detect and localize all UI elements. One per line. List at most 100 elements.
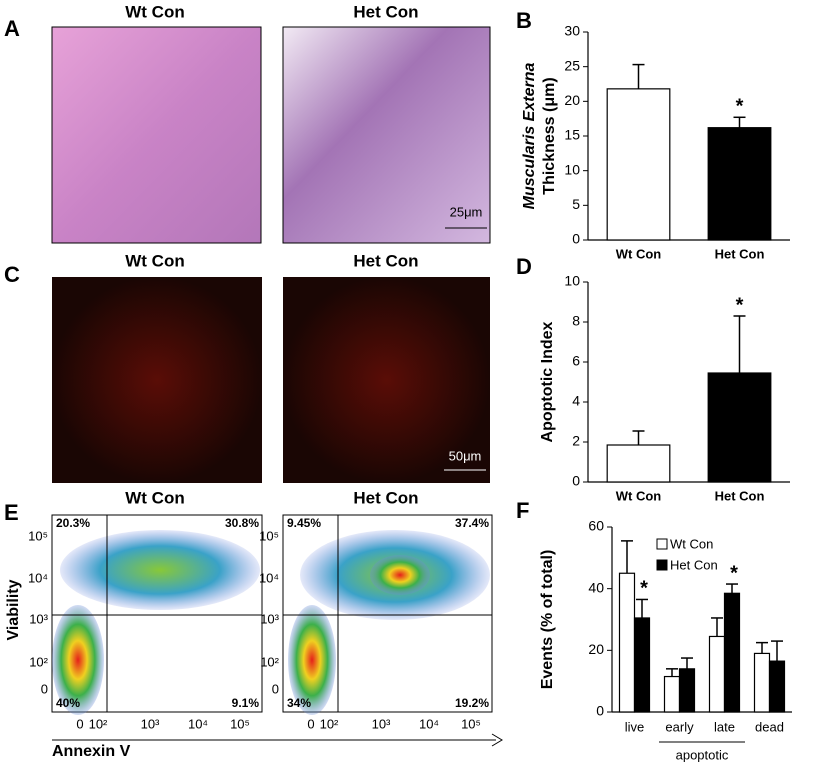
fluorescence-image	[52, 277, 262, 483]
quadrant-label: 9.1%	[232, 696, 260, 710]
y-axis-label: Apoptotic Index	[539, 321, 556, 442]
y-axis-label: Viability	[5, 579, 22, 640]
y-tick-label: 10²	[260, 654, 279, 669]
x-axis-label: Annexin V	[52, 743, 131, 760]
histology-image	[51, 26, 262, 244]
x-tick-label: Wt Con	[616, 488, 662, 503]
y-tick-label: 10	[564, 273, 580, 289]
x-tick-label: Wt Con	[616, 246, 662, 261]
histology-image	[282, 26, 491, 244]
y-tick-label: 6	[572, 353, 580, 369]
y-tick-label: 25	[564, 57, 580, 73]
y-axis-label: Events (% of total)	[539, 550, 556, 690]
x-tick-label: dead	[755, 719, 784, 734]
y-tick-label: 10⁵	[259, 528, 279, 543]
y-tick-label: 15	[564, 127, 580, 143]
bar	[753, 652, 771, 713]
y-tick-label: 30	[564, 23, 580, 39]
x-tick-label: 10⁴	[188, 716, 208, 731]
y-tick-label: 2	[572, 433, 580, 449]
x-tick-label: Het Con	[715, 488, 765, 503]
panel-letter: B	[516, 8, 532, 33]
y-tick-label: 0	[572, 473, 580, 489]
bar	[678, 668, 696, 713]
panel-letter: F	[516, 498, 529, 523]
y-tick-label: 40	[588, 579, 604, 595]
y-tick-label: 10³	[260, 611, 279, 626]
x-tick-label: Het Con	[715, 246, 765, 261]
bar	[723, 592, 741, 713]
bar	[707, 372, 772, 483]
quadrant-label: 34%	[287, 696, 311, 710]
scale-bar-label: 50μm	[449, 448, 482, 463]
y-tick-label: 60	[588, 518, 604, 534]
y-tick-label: 5	[572, 196, 580, 212]
bar	[606, 88, 671, 241]
y-tick-label: 4	[572, 393, 580, 409]
panel-title: Wt Con	[125, 488, 184, 507]
quadrant-label: 40%	[56, 696, 80, 710]
significance: *	[640, 578, 648, 600]
y-tick-label: 10³	[29, 611, 48, 626]
bar	[663, 675, 681, 713]
x-tick-label: 10⁴	[419, 716, 439, 731]
x-tick-label: live	[625, 719, 645, 734]
x-tick-label: 10⁵	[461, 716, 481, 731]
x-tick-label: 10²	[89, 716, 108, 731]
legend-swatch	[656, 559, 668, 571]
y-tick-label: 0	[596, 703, 604, 719]
x-tick-label: 0	[307, 716, 314, 731]
panel-title: Het Con	[353, 2, 418, 21]
quadrant-label: 37.4%	[455, 516, 489, 530]
x-tick-label: 10³	[141, 716, 160, 731]
legend-swatch	[656, 538, 668, 550]
significance: *	[730, 562, 738, 584]
quadrant-label: 9.45%	[287, 516, 321, 530]
group-label: apoptotic	[676, 747, 729, 762]
x-tick-label: 0	[76, 716, 83, 731]
panel-title: Wt Con	[125, 2, 184, 21]
y-tick-label: 10⁵	[28, 528, 48, 543]
panel-title: Het Con	[353, 488, 418, 507]
y-axis-label: Thickness (μm)	[541, 77, 558, 194]
arrow-head	[491, 733, 503, 747]
y-axis-label: Muscularis Externa	[521, 63, 538, 210]
quadrant-label: 20.3%	[56, 516, 90, 530]
y-tick-label: 20	[588, 641, 604, 657]
y-tick-label: 20	[564, 92, 580, 108]
legend-label: Het Con	[670, 557, 718, 572]
bar	[633, 617, 651, 713]
panel-letter: D	[516, 254, 532, 279]
y-tick-label: 0	[572, 231, 580, 247]
x-tick-label: 10²	[320, 716, 339, 731]
x-tick-label: 10⁵	[230, 716, 250, 731]
x-tick-label: early	[665, 719, 694, 734]
bar	[768, 660, 786, 713]
flow-plot	[282, 514, 493, 715]
y-tick-label: 10⁴	[259, 570, 279, 585]
bar	[618, 572, 636, 713]
x-tick-label: late	[714, 719, 735, 734]
panel-letter: E	[4, 500, 19, 525]
scale-bar-label: 25μm	[450, 204, 483, 219]
x-tick-label: 10³	[372, 716, 391, 731]
bar	[707, 127, 772, 241]
significance: *	[736, 294, 744, 316]
panel-letter: C	[4, 262, 20, 287]
quadrant-label: 19.2%	[455, 696, 489, 710]
legend-label: Wt Con	[670, 536, 713, 551]
quadrant-label: 30.8%	[225, 516, 259, 530]
panel-title: Wt Con	[125, 251, 184, 270]
bar	[606, 444, 671, 483]
bar	[708, 635, 726, 713]
y-tick-label: 0	[41, 681, 48, 696]
significance: *	[736, 96, 744, 118]
y-tick-label: 10²	[29, 654, 48, 669]
flow-plot	[51, 514, 263, 715]
fluorescence-image	[283, 277, 490, 483]
panel-title: Het Con	[353, 251, 418, 270]
panel-letter: A	[4, 16, 20, 41]
y-tick-label: 8	[572, 313, 580, 329]
y-tick-label: 10	[564, 161, 580, 177]
